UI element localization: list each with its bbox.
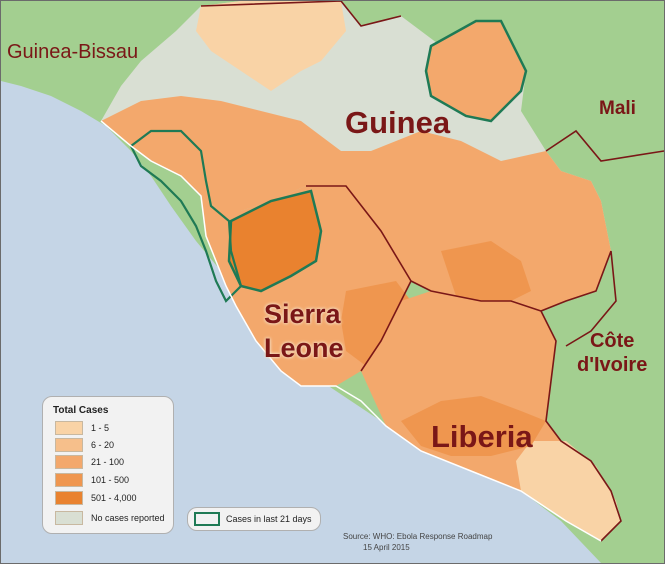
label-cote-divoire: Côte d'Ivoire — [577, 329, 647, 377]
source-line-2: 15 April 2015 — [363, 543, 410, 552]
label-sierra-line1: Sierra — [264, 299, 341, 329]
label-mali: Mali — [599, 98, 636, 119]
liberia-dark — [401, 396, 546, 456]
legend-item: No cases reported — [55, 511, 165, 525]
legend-item: 6 - 20 — [55, 438, 114, 452]
legend-label: 1 - 5 — [91, 423, 110, 433]
guinea-cases-light — [196, 1, 346, 91]
label-sierra-line2: Leone — [264, 333, 344, 363]
source-note: Source: WHO: Ebola Response Roadmap 15 A… — [343, 531, 492, 553]
label-ci-line1: Côte — [589, 330, 635, 352]
legend-swatch — [55, 511, 83, 525]
label-guinea-bissau: Guinea-Bissau — [7, 41, 139, 63]
legend-item: 501 - 4,000 — [55, 491, 137, 505]
legend-outline-swatch — [194, 512, 220, 526]
legend-title: Total Cases — [53, 405, 109, 416]
legend-label: 6 - 20 — [91, 440, 115, 450]
legend-swatch — [55, 491, 83, 505]
source-line-1: Source: WHO: Ebola Response Roadmap — [343, 532, 493, 541]
coastline — [100, 120, 602, 542]
legend-label: No cases reported — [91, 513, 165, 523]
label-liberia: Liberia — [431, 419, 533, 454]
sierra-leone-east — [341, 281, 411, 366]
legend-label: 501 - 4,000 — [91, 493, 137, 503]
label-ci-line2: d'Ivoire — [577, 354, 648, 376]
legend-label: 21 - 100 — [91, 457, 125, 467]
guinea-cases-high — [441, 241, 531, 301]
country-borders — [200, 1, 664, 542]
legend-item: 21 - 100 — [55, 455, 124, 469]
legend-swatch — [55, 473, 83, 487]
sierra-leone-hotspot — [227, 189, 323, 293]
legend-swatch — [55, 455, 83, 469]
legend-swatch — [55, 421, 83, 435]
label-sierra-leone: Sierra Leone — [264, 297, 344, 365]
legend-item: 1 - 5 — [55, 421, 109, 435]
legend-swatch — [55, 438, 83, 452]
legend-recent-label: Cases in last 21 days — [226, 514, 312, 524]
legend-recent-cases: Cases in last 21 days — [187, 507, 321, 531]
guinea-north-outline — [424, 19, 528, 123]
legend-label: 101 - 500 — [91, 475, 130, 485]
coast-districts-outline — [129, 129, 243, 303]
label-guinea: Guinea — [345, 105, 451, 140]
legend-total-cases: Total Cases 1 - 5 6 - 20 21 - 100 101 - … — [42, 396, 174, 534]
legend-item: 101 - 500 — [55, 473, 129, 487]
